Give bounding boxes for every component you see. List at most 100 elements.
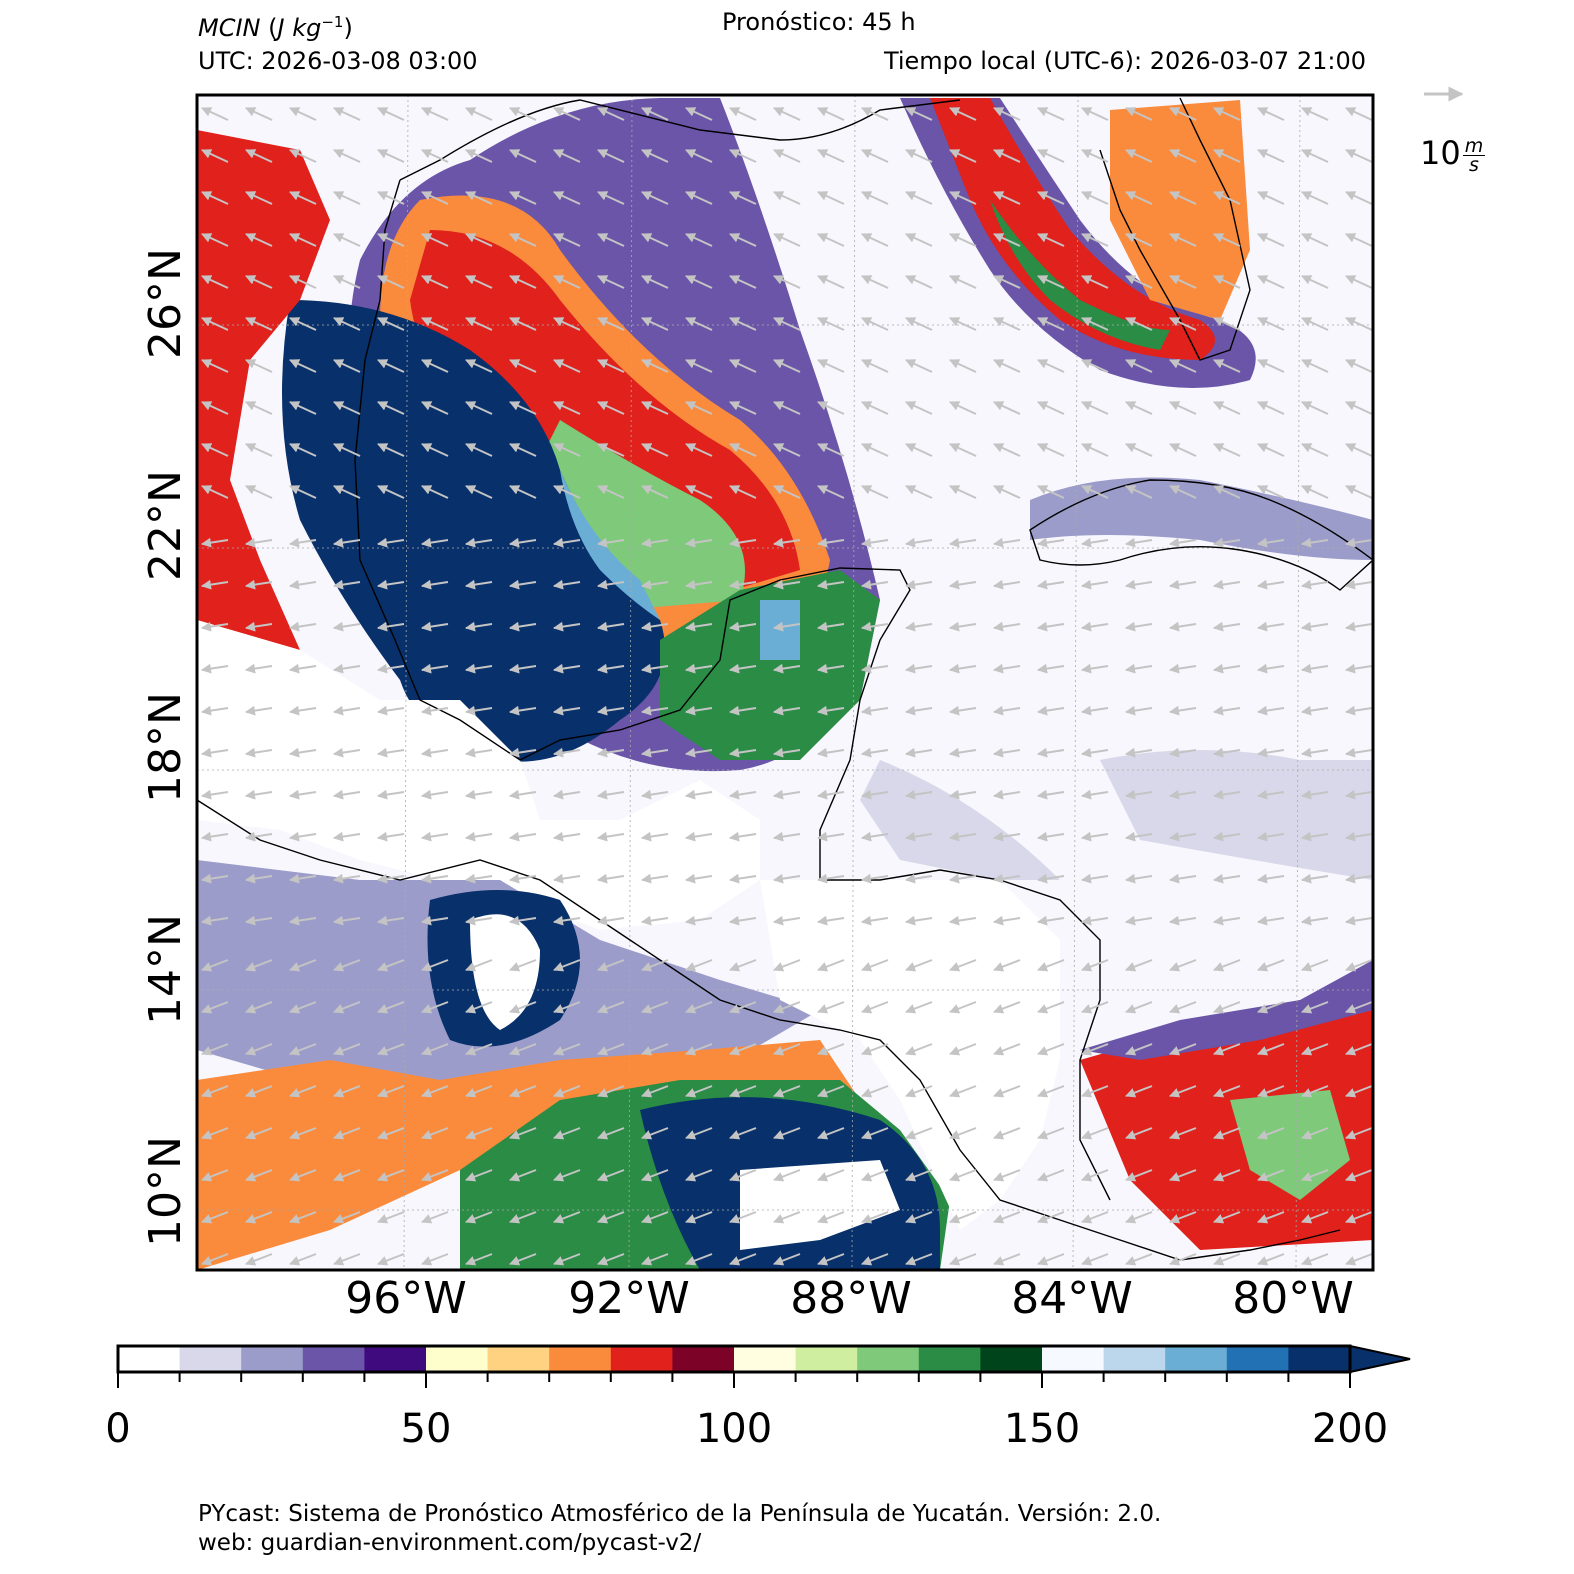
wind-arrow-icon — [1257, 705, 1285, 716]
wind-arrow-icon — [245, 915, 273, 926]
wind-arrow-icon — [553, 1085, 581, 1098]
wind-arrow-icon — [905, 1253, 933, 1266]
wind-arrow-icon — [1257, 107, 1285, 121]
wind-arrow-icon — [993, 1127, 1021, 1140]
wind-arrow-icon — [905, 1085, 933, 1098]
wind-arrow-icon — [1037, 831, 1065, 842]
wind-arrow-icon — [201, 485, 229, 499]
wind-arrow-icon — [421, 401, 449, 415]
wind-arrow-icon — [861, 621, 889, 632]
wind-arrow-icon — [245, 579, 273, 590]
wind-arrow-icon — [1081, 359, 1109, 373]
wind-arrow-icon — [509, 621, 537, 632]
wind-arrow-icon — [861, 915, 889, 926]
wind-arrow-icon — [949, 747, 977, 758]
wind-arrow-icon — [773, 747, 801, 758]
wind-arrow-icon — [289, 789, 317, 800]
wind-arrow-icon — [553, 1253, 581, 1266]
wind-arrow-icon — [377, 401, 405, 415]
wind-arrow-icon — [685, 1211, 713, 1224]
wind-arrow-icon — [1169, 149, 1197, 163]
wind-arrow-icon — [685, 579, 713, 590]
wind-arrow-icon — [465, 705, 493, 716]
wind-arrow-icon — [641, 1085, 669, 1098]
wind-vectors — [201, 107, 1373, 1266]
wind-arrow-icon — [1081, 1001, 1109, 1014]
wind-arrow-icon — [465, 485, 493, 499]
wind-arrow-icon — [641, 275, 669, 289]
wind-arrow-icon — [1345, 1169, 1373, 1182]
wind-arrow-icon — [1345, 959, 1373, 972]
wind-arrow-icon — [729, 443, 757, 457]
wind-arrow-icon — [817, 107, 845, 121]
wind-arrow-icon — [289, 1085, 317, 1098]
wind-arrow-icon — [993, 873, 1021, 884]
wind-arrow-icon — [1125, 663, 1153, 674]
wind-arrow-icon — [597, 1253, 625, 1266]
colorbar-segment — [549, 1346, 612, 1372]
wind-arrow-icon — [817, 1085, 845, 1098]
wind-arrow-icon — [817, 579, 845, 590]
wind-arrow-icon — [773, 959, 801, 972]
wind-arrow-icon — [993, 1253, 1021, 1266]
wind-arrow-icon — [949, 443, 977, 457]
wind-arrow-icon — [1213, 789, 1241, 800]
wind-arrow-icon — [949, 359, 977, 373]
wind-arrow-icon — [289, 959, 317, 972]
wind-arrow-icon — [817, 915, 845, 926]
wind-arrow-icon — [245, 663, 273, 674]
wind-arrow-icon — [245, 747, 273, 758]
wind-arrow-icon — [1257, 959, 1285, 972]
wind-arrow-icon — [1125, 1043, 1153, 1056]
wind-arrow-icon — [949, 1085, 977, 1098]
wind-arrow-icon — [245, 1169, 273, 1182]
wind-arrow-icon — [465, 401, 493, 415]
cin-field-east-patch — [1100, 750, 1373, 880]
wind-arrow-icon — [333, 537, 361, 548]
wind-arrow-icon — [509, 1001, 537, 1014]
wind-arrow-icon — [729, 705, 757, 716]
wind-arrow-icon — [553, 233, 581, 247]
wind-arrow-icon — [509, 705, 537, 716]
wind-arrow-icon — [465, 1085, 493, 1098]
wind-arrow-icon — [201, 317, 229, 331]
wind-arrow-icon — [1169, 1127, 1197, 1140]
wind-arrow-icon — [729, 537, 757, 548]
wind-arrow-icon — [289, 233, 317, 247]
wind-arrow-icon — [597, 831, 625, 842]
wind-arrow-icon — [333, 149, 361, 163]
wind-arrow-icon — [421, 747, 449, 758]
wind-arrow-icon — [729, 1127, 757, 1140]
wind-arrow-icon — [1345, 705, 1373, 716]
wind-arrow-icon — [1081, 275, 1109, 289]
wind-arrow-icon — [201, 191, 229, 205]
wind-arrow-icon — [817, 663, 845, 674]
wind-arrow-icon — [377, 621, 405, 632]
wind-arrow-icon — [993, 537, 1021, 548]
wind-arrow-icon — [509, 537, 537, 548]
wind-arrow-icon — [1081, 959, 1109, 972]
wind-arrow-icon — [553, 1001, 581, 1014]
wind-arrow-icon — [597, 537, 625, 548]
wind-arrow-icon — [333, 1169, 361, 1182]
wind-arrow-icon — [1169, 443, 1197, 457]
wind-arrow-icon — [685, 317, 713, 331]
wind-arrow-icon — [949, 1001, 977, 1014]
wind-arrow-icon — [1169, 1211, 1197, 1224]
wind-arrow-icon — [949, 873, 977, 884]
wind-arrow-icon — [949, 831, 977, 842]
wind-arrow-icon — [905, 705, 933, 716]
wind-arrow-icon — [465, 621, 493, 632]
wind-arrow-icon — [1125, 959, 1153, 972]
wind-arrow-icon — [1081, 149, 1109, 163]
wind-arrow-icon — [773, 537, 801, 548]
wind-arrow-icon — [201, 1127, 229, 1140]
wind-arrow-icon — [1257, 1127, 1285, 1140]
wind-arrow-icon — [1301, 443, 1329, 457]
wind-arrow-icon — [377, 1211, 405, 1224]
wind-arrow-icon — [377, 107, 405, 121]
wind-arrow-icon — [245, 107, 273, 121]
lat-label-26n: 26°N — [139, 248, 191, 359]
wind-arrow-icon — [377, 915, 405, 926]
wind-arrow-icon — [333, 275, 361, 289]
